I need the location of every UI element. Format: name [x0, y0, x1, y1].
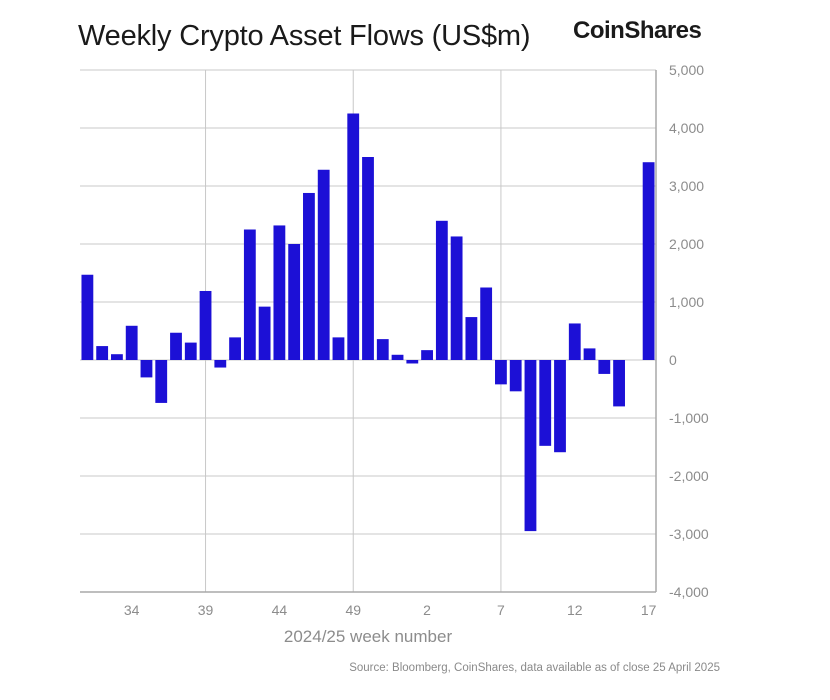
bar-week-46 [303, 192, 315, 360]
bar-week-39 [199, 290, 212, 360]
x-tick-label: 39 [198, 602, 214, 618]
bar-week-33 [111, 354, 123, 360]
bar-week-2 [421, 350, 433, 360]
x-tick-label: 49 [345, 602, 361, 618]
bar-week-14 [598, 360, 611, 374]
y-tick-label: 1,000 [669, 294, 704, 310]
bar-week-15 [613, 360, 625, 407]
bar-week-11 [554, 360, 566, 453]
bar-week-6 [480, 287, 493, 360]
y-tick-label: 0 [669, 352, 677, 368]
y-tick-label: 5,000 [669, 62, 704, 78]
bar-week-36 [155, 360, 168, 403]
bar-week-34 [125, 325, 138, 360]
x-tick-label: 12 [567, 602, 583, 618]
y-tick-label: 3,000 [669, 178, 704, 194]
bar-week-45 [288, 244, 301, 360]
x-tick-label: 44 [272, 602, 288, 618]
bar-week-37 [170, 332, 182, 360]
source-note: Source: Bloomberg, CoinShares, data avai… [349, 662, 720, 674]
y-tick-label: 2,000 [669, 236, 704, 252]
bar-week-10 [539, 360, 552, 446]
y-tick-label: -4,000 [669, 584, 709, 600]
bar-week-5 [465, 317, 478, 360]
x-tick-label: 2 [423, 602, 431, 618]
y-tick-label: -1,000 [669, 410, 709, 426]
bar-week-31 [81, 274, 94, 360]
bar-week-44 [273, 225, 286, 360]
x-tick-label: 17 [641, 602, 657, 618]
bar-week-12 [568, 323, 581, 360]
x-axis-ticks: 34 39 44 49 2 7 12 17 [124, 602, 657, 618]
bar-week-3 [435, 220, 448, 360]
bar-week-17 [642, 162, 655, 360]
bar-week-42 [243, 229, 256, 360]
coinshares-logo: CoinShares [573, 17, 702, 44]
y-tick-label: -3,000 [669, 526, 709, 542]
y-tick-label: -2,000 [669, 468, 709, 484]
bar-week-43 [258, 306, 271, 360]
x-tick-label: 7 [497, 602, 505, 618]
x-axis-label: 2024/25 week number [284, 627, 453, 646]
bar-week-50 [362, 157, 374, 360]
bar-week-1 [406, 360, 419, 364]
bar-week-47 [317, 169, 330, 360]
chart-axes [80, 70, 657, 593]
bar-week-41 [229, 337, 241, 360]
bar-week-38 [184, 342, 197, 360]
bar-week-32 [96, 346, 109, 360]
y-axis-ticks: 5,000 4,000 3,000 2,000 1,000 0 -1,000 -2,000 -3… [669, 62, 709, 600]
bar-week-7 [495, 360, 507, 385]
bar-week-51 [376, 339, 389, 360]
bar-week-35 [140, 360, 153, 378]
bar-week-8 [509, 360, 522, 392]
bar-week-40 [214, 360, 227, 368]
chart-bars [81, 113, 655, 532]
x-tick-label: 34 [124, 602, 140, 618]
bar-week-52 [391, 354, 404, 360]
bar-week-4 [450, 236, 463, 360]
chart-title: Weekly Crypto Asset Flows (US$m) [78, 20, 531, 52]
bar-week-48 [332, 337, 345, 360]
bar-week-9 [524, 360, 537, 532]
bar-week-49 [347, 113, 360, 360]
bar-week-13 [583, 348, 596, 360]
y-tick-label: 4,000 [669, 120, 704, 136]
